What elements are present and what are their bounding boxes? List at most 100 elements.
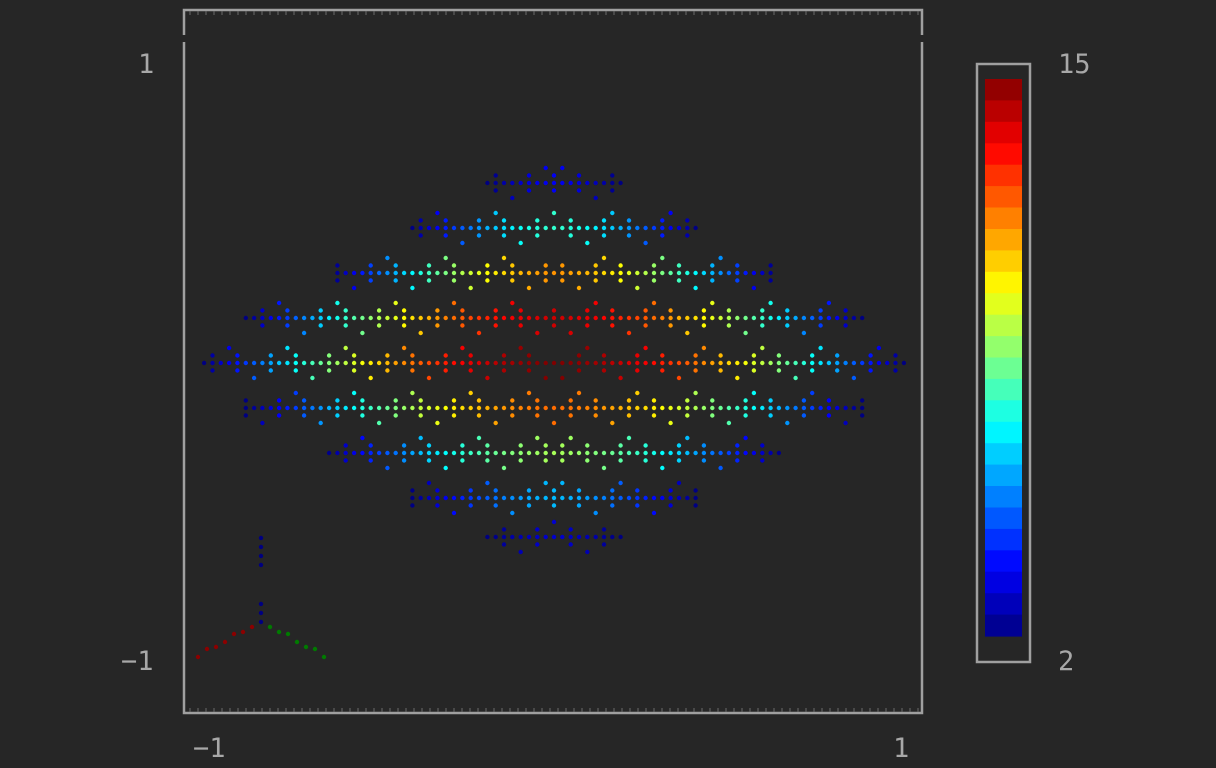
data-point [251, 315, 257, 321]
data-point [676, 450, 682, 456]
data-point [626, 218, 632, 223]
data-point [293, 368, 298, 373]
data-point [301, 330, 307, 336]
data-point [785, 360, 790, 366]
data-point [693, 353, 698, 358]
data-point [660, 495, 665, 501]
data-point [568, 534, 573, 540]
data-point [468, 353, 473, 358]
axes-frame [182, 8, 924, 715]
data-point [768, 300, 773, 306]
data-point [476, 270, 482, 276]
data-point [610, 323, 615, 328]
data-point [451, 405, 457, 411]
data-point [485, 450, 490, 456]
data-point [510, 263, 515, 268]
colorbar-swatch [985, 593, 1022, 616]
data-point [468, 405, 473, 411]
data-point [501, 180, 507, 186]
data-point [751, 405, 757, 411]
data-point [476, 435, 482, 441]
data-point [543, 375, 548, 381]
data-point [468, 450, 473, 456]
data-point [701, 443, 707, 448]
data-point [668, 308, 673, 313]
data-point [768, 413, 773, 418]
data-point [418, 435, 423, 441]
data-point [235, 360, 240, 366]
data-point [293, 405, 298, 411]
data-point [560, 450, 565, 456]
data-point [268, 405, 273, 411]
data-point [510, 195, 515, 201]
data-point [735, 270, 740, 276]
data-point [743, 450, 748, 456]
data-point [476, 233, 482, 238]
data-point [693, 405, 698, 411]
data-point [360, 435, 365, 441]
data-point [526, 188, 532, 193]
data-point [668, 315, 673, 321]
data-point [485, 360, 490, 366]
data-point [518, 458, 523, 463]
data-point [701, 345, 707, 351]
data-point [426, 360, 432, 366]
data-point [610, 308, 615, 313]
data-point [543, 534, 548, 540]
data-point [318, 420, 323, 426]
data-point [426, 375, 432, 381]
data-point [760, 450, 765, 456]
data-point [751, 353, 757, 358]
data-point [551, 270, 557, 276]
data-point [376, 420, 382, 426]
data-point [393, 278, 398, 283]
data-point [526, 315, 532, 321]
axes-indicator-dot [195, 654, 201, 660]
data-point [660, 218, 665, 223]
data-point [551, 210, 557, 216]
data-point [493, 420, 498, 426]
y-tick-top: 1 [138, 49, 154, 80]
colorbar-swatch [985, 143, 1022, 166]
data-point [410, 285, 415, 291]
data-point [601, 495, 607, 501]
data-point [276, 315, 282, 321]
data-point [593, 225, 598, 231]
data-point [393, 405, 398, 411]
data-point [668, 420, 673, 426]
data-point [493, 180, 498, 186]
data-point [526, 488, 532, 493]
data-point [526, 450, 532, 456]
data-point [576, 534, 582, 540]
data-point [393, 413, 398, 418]
data-point [710, 278, 715, 283]
data-point [735, 375, 740, 381]
data-point [485, 405, 490, 411]
data-point [551, 420, 557, 426]
data-point [726, 308, 732, 313]
data-point [543, 360, 548, 366]
data-point [393, 450, 398, 456]
data-point [335, 300, 340, 306]
data-point [351, 360, 357, 366]
data-point [710, 315, 715, 321]
data-point [668, 488, 673, 493]
data-point [651, 398, 657, 403]
data-point [210, 353, 215, 358]
data-point [410, 495, 415, 501]
data-point [701, 270, 707, 276]
data-point [635, 405, 640, 411]
colorbar-swatch [985, 486, 1022, 508]
data-point [576, 368, 582, 373]
data-point [335, 398, 340, 403]
axes-indicator-dot [312, 646, 318, 652]
data-point [560, 270, 565, 276]
data-point [585, 443, 590, 448]
data-point [818, 360, 823, 366]
data-point [493, 315, 498, 321]
data-point [835, 360, 840, 366]
data-point [610, 180, 615, 186]
data-point [318, 323, 323, 328]
data-point [610, 495, 615, 501]
data-point [285, 405, 290, 411]
